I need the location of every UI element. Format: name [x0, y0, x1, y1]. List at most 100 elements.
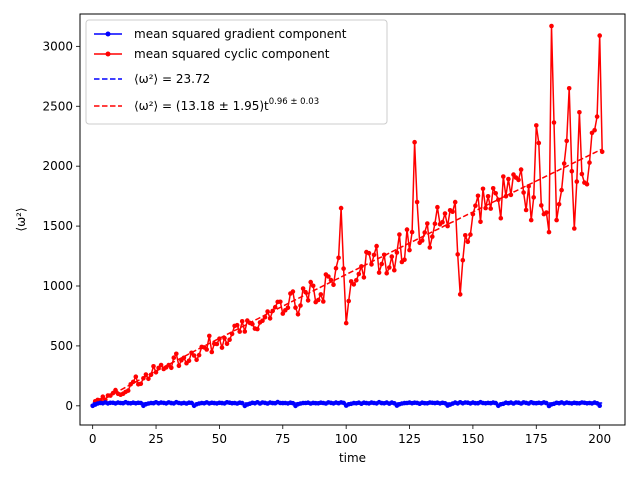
cyclic-series-point — [569, 168, 575, 174]
cyclic-series-point — [214, 341, 220, 347]
cyclic-series-point — [260, 318, 265, 324]
cyclic-series-point — [361, 275, 367, 280]
legend-power-fit-exponent: 0.96 ± 0.03 — [269, 97, 319, 107]
x-axis-label: time — [339, 451, 366, 465]
cyclic-series-point — [255, 326, 260, 332]
legend-power-fit-main: ⟨ω²⟩ = (13.18 ± 1.95)t — [134, 99, 269, 113]
cyclic-series-point — [506, 176, 511, 182]
x-tick-label: 175 — [525, 432, 548, 446]
cyclic-series-point — [402, 257, 407, 263]
cyclic-series-point — [468, 232, 473, 237]
cyclic-series-point — [310, 283, 316, 289]
legend: mean squared gradient component mean squ… — [85, 19, 388, 125]
cyclic-series-point — [544, 210, 549, 215]
cyclic-series-point — [536, 140, 542, 146]
cyclic-series-point — [432, 221, 438, 226]
cyclic-series-point — [407, 247, 412, 253]
cyclic-series-point — [442, 211, 448, 216]
cyclic-series-point — [227, 337, 232, 343]
y-tick-label: 500 — [50, 339, 73, 353]
cyclic-series-point — [534, 123, 539, 128]
x-tick-label: 100 — [335, 432, 358, 446]
legend-box — [85, 19, 388, 125]
cyclic-series-point — [237, 329, 242, 334]
cyclic-series-point — [224, 341, 230, 347]
cyclic-series-point — [414, 199, 420, 205]
cyclic-series-point — [475, 193, 481, 199]
cyclic-series-point — [394, 250, 400, 255]
cyclic-series-point — [587, 160, 592, 165]
cyclic-series-point — [326, 274, 331, 279]
cyclic-series-point — [523, 207, 529, 213]
cyclic-series-point — [295, 312, 301, 317]
cyclic-series-point — [171, 355, 177, 361]
cyclic-series-point — [331, 282, 336, 288]
cyclic-series-point — [250, 321, 255, 327]
cyclic-series-point — [531, 195, 536, 200]
cyclic-series-point — [389, 254, 395, 259]
cyclic-series-point — [574, 179, 580, 184]
cyclic-series-point — [518, 167, 524, 172]
legend-label-cyclic: mean squared cyclic component — [134, 47, 330, 61]
cyclic-series-point — [318, 292, 324, 297]
cyclic-series-point — [369, 262, 374, 267]
axis-ticks: 0 25 50 75 100 125 150 175 200050010001500200025… — [42, 39, 611, 446]
cyclic-series-point — [465, 239, 471, 245]
cyclic-series-point — [351, 282, 357, 287]
cyclic-series-point — [485, 194, 491, 199]
cyclic-series-point — [521, 190, 526, 195]
cyclic-series-point — [430, 234, 435, 239]
cyclic-series-point — [278, 299, 283, 305]
cyclic-series-point — [346, 298, 352, 304]
cyclic-series-point — [196, 352, 202, 358]
cyclic-series-point — [207, 333, 212, 339]
cyclic-series-point — [501, 174, 506, 179]
cyclic-series-point — [528, 217, 534, 223]
cyclic-series-point — [280, 311, 286, 316]
cyclic-series-point — [556, 202, 562, 207]
cyclic-series-point — [293, 305, 298, 310]
cyclic-series-point — [151, 364, 156, 369]
cyclic-series-point — [577, 110, 582, 115]
cyclic-series-point — [316, 297, 321, 303]
cyclic-series-point — [174, 351, 179, 357]
cyclic-series-point — [366, 250, 372, 256]
cyclic-series-point — [265, 309, 270, 314]
x-tick-label: 50 — [212, 432, 227, 446]
y-tick-label: 0 — [65, 399, 73, 413]
cyclic-series-point — [169, 365, 174, 371]
cyclic-series-point — [460, 257, 466, 263]
cyclic-series-point — [242, 329, 248, 334]
axes-frame — [79, 13, 626, 426]
legend-marker-gradient — [105, 31, 111, 37]
cyclic-series-point — [592, 127, 597, 133]
cyclic-series-point — [298, 303, 303, 308]
cyclic-series-point — [554, 217, 559, 223]
cyclic-series-point — [376, 270, 382, 275]
cyclic-series-point — [516, 177, 521, 183]
cyclic-series-point — [397, 232, 402, 237]
cyclic-series-point — [463, 233, 468, 238]
x-tick-label: 200 — [588, 432, 611, 446]
cyclic-series-point — [239, 319, 245, 324]
cyclic-series-point — [341, 266, 346, 271]
x-tick-label: 125 — [398, 432, 421, 446]
series-group — [90, 23, 605, 409]
cyclic-series-point — [409, 229, 415, 235]
legend-label-power-fit: ⟨ω²⟩ = (13.18 ± 1.95)t0.96 ± 0.03 — [134, 97, 319, 113]
cyclic-series-point — [305, 298, 311, 303]
cyclic-series-point — [427, 245, 433, 250]
y-tick-label: 1500 — [42, 219, 73, 233]
cyclic-series-point — [559, 187, 564, 193]
cyclic-series-point — [422, 230, 428, 235]
cyclic-series-point — [138, 381, 144, 387]
cyclic-series-point — [371, 252, 377, 258]
cyclic-series-point — [440, 219, 445, 225]
cyclic-series-point — [597, 33, 602, 38]
cyclic-series-point — [561, 161, 567, 166]
cyclic-series-point — [100, 394, 106, 400]
cyclic-series-point — [490, 186, 496, 191]
cyclic-series-point — [125, 388, 131, 393]
cyclic-series-point — [392, 267, 397, 273]
